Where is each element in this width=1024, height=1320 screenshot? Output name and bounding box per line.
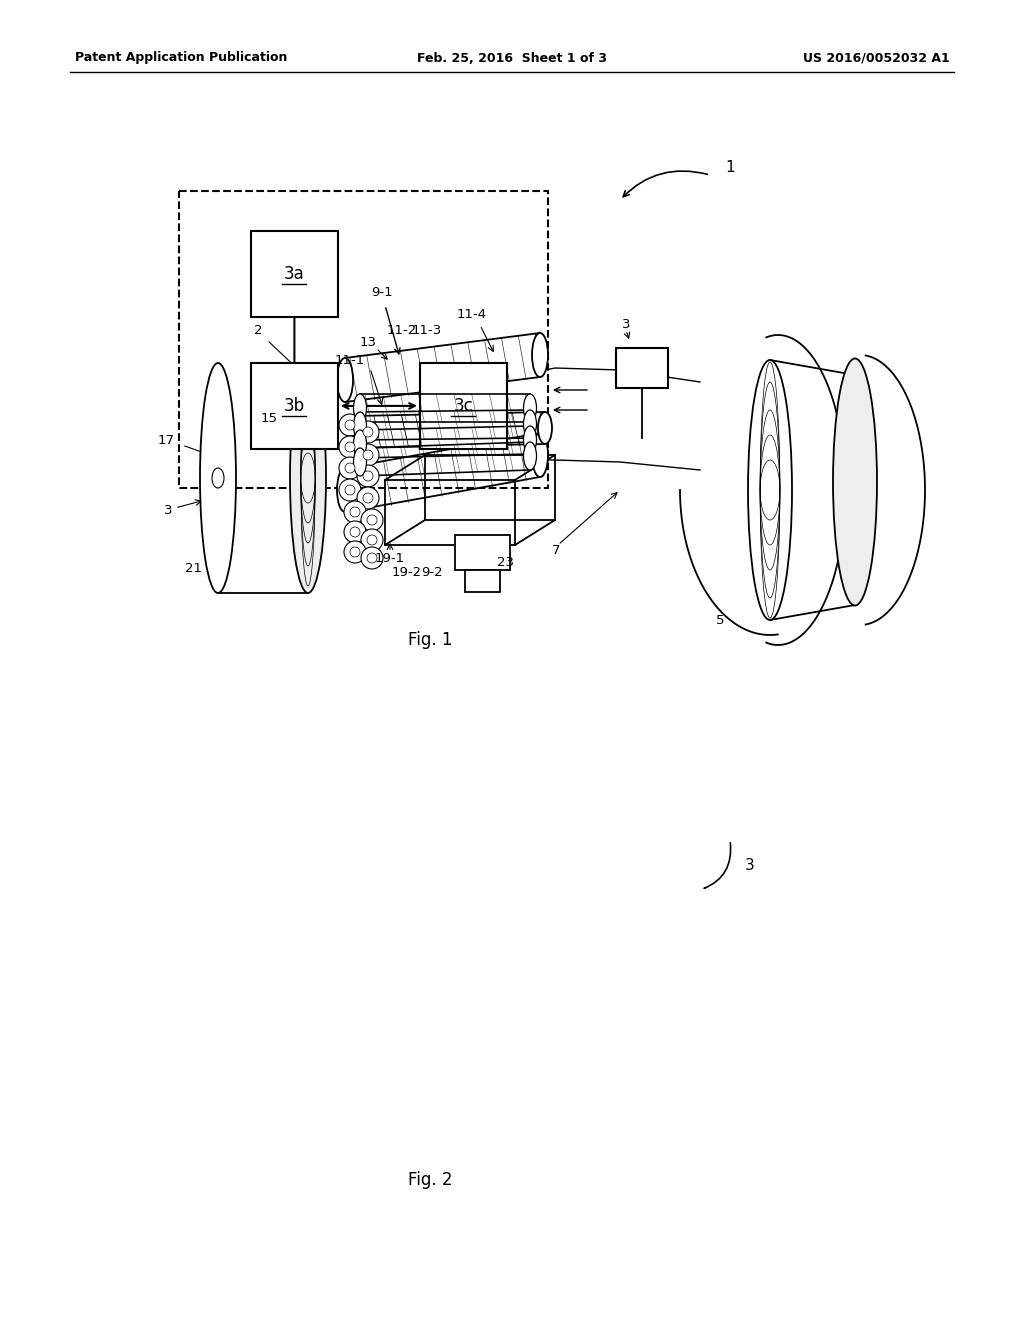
Text: Patent Application Publication: Patent Application Publication — [75, 51, 288, 65]
Text: Feb. 25, 2016  Sheet 1 of 3: Feb. 25, 2016 Sheet 1 of 3 — [417, 51, 607, 65]
Ellipse shape — [345, 442, 355, 451]
Bar — [616, 348, 668, 388]
Ellipse shape — [212, 469, 224, 488]
Text: 3b: 3b — [284, 397, 305, 414]
Text: 3a: 3a — [284, 265, 305, 282]
Text: 3: 3 — [622, 318, 630, 331]
Ellipse shape — [357, 421, 379, 444]
Bar — [420, 363, 507, 449]
Text: 9-1: 9-1 — [371, 286, 393, 300]
Ellipse shape — [339, 457, 361, 479]
Text: 7: 7 — [552, 544, 560, 557]
Text: 19-2: 19-2 — [392, 566, 422, 579]
Text: 11-2: 11-2 — [387, 323, 417, 337]
Ellipse shape — [353, 447, 367, 477]
Text: 11-4: 11-4 — [457, 309, 487, 322]
Ellipse shape — [523, 426, 537, 454]
FancyArrowPatch shape — [705, 842, 731, 888]
Text: 21: 21 — [184, 561, 202, 574]
Ellipse shape — [345, 420, 355, 430]
Ellipse shape — [353, 430, 367, 458]
Text: 23: 23 — [497, 556, 513, 569]
Ellipse shape — [367, 553, 377, 564]
Ellipse shape — [348, 416, 362, 447]
Text: 2: 2 — [254, 323, 262, 337]
Ellipse shape — [367, 515, 377, 525]
Ellipse shape — [337, 469, 353, 512]
Text: 17: 17 — [158, 433, 175, 446]
Ellipse shape — [523, 442, 537, 470]
Text: Fig. 1: Fig. 1 — [408, 631, 453, 649]
Ellipse shape — [532, 333, 548, 378]
Ellipse shape — [344, 521, 366, 543]
Ellipse shape — [361, 546, 383, 569]
Text: 13: 13 — [359, 335, 377, 348]
Ellipse shape — [350, 546, 360, 557]
Ellipse shape — [339, 414, 361, 436]
Ellipse shape — [290, 363, 326, 593]
Ellipse shape — [200, 363, 236, 593]
Bar — [251, 363, 338, 449]
Ellipse shape — [362, 492, 373, 503]
Ellipse shape — [357, 487, 379, 510]
Bar — [179, 191, 548, 488]
Ellipse shape — [362, 450, 373, 459]
Ellipse shape — [362, 426, 373, 437]
Ellipse shape — [345, 463, 355, 473]
Text: 15: 15 — [261, 412, 278, 425]
Text: 5: 5 — [716, 614, 724, 627]
Ellipse shape — [357, 465, 379, 487]
Bar — [455, 535, 510, 570]
Ellipse shape — [357, 444, 379, 466]
Bar — [465, 570, 500, 591]
Text: 3: 3 — [745, 858, 755, 873]
Ellipse shape — [362, 471, 373, 480]
Ellipse shape — [350, 507, 360, 517]
Text: 3c: 3c — [454, 397, 473, 414]
Ellipse shape — [833, 359, 877, 606]
Text: 11-1: 11-1 — [335, 354, 365, 367]
Ellipse shape — [523, 393, 537, 422]
Ellipse shape — [353, 412, 367, 440]
Ellipse shape — [337, 358, 353, 403]
Ellipse shape — [344, 541, 366, 564]
Text: 11-3: 11-3 — [412, 323, 442, 337]
Ellipse shape — [538, 412, 552, 444]
Text: 19-1: 19-1 — [375, 552, 406, 565]
Text: 9-2: 9-2 — [421, 566, 442, 579]
Ellipse shape — [748, 360, 792, 620]
Ellipse shape — [353, 393, 367, 422]
Text: 3: 3 — [164, 503, 172, 516]
Bar — [251, 231, 338, 317]
Ellipse shape — [344, 502, 366, 523]
Ellipse shape — [361, 529, 383, 550]
Ellipse shape — [345, 484, 355, 495]
Text: Fig. 2: Fig. 2 — [408, 1171, 453, 1189]
Ellipse shape — [367, 535, 377, 545]
Text: 1: 1 — [725, 161, 735, 176]
Ellipse shape — [532, 433, 548, 477]
Ellipse shape — [523, 411, 537, 438]
Ellipse shape — [339, 479, 361, 502]
Ellipse shape — [339, 436, 361, 458]
Ellipse shape — [350, 527, 360, 537]
Ellipse shape — [361, 510, 383, 531]
Text: US 2016/0052032 A1: US 2016/0052032 A1 — [803, 51, 950, 65]
